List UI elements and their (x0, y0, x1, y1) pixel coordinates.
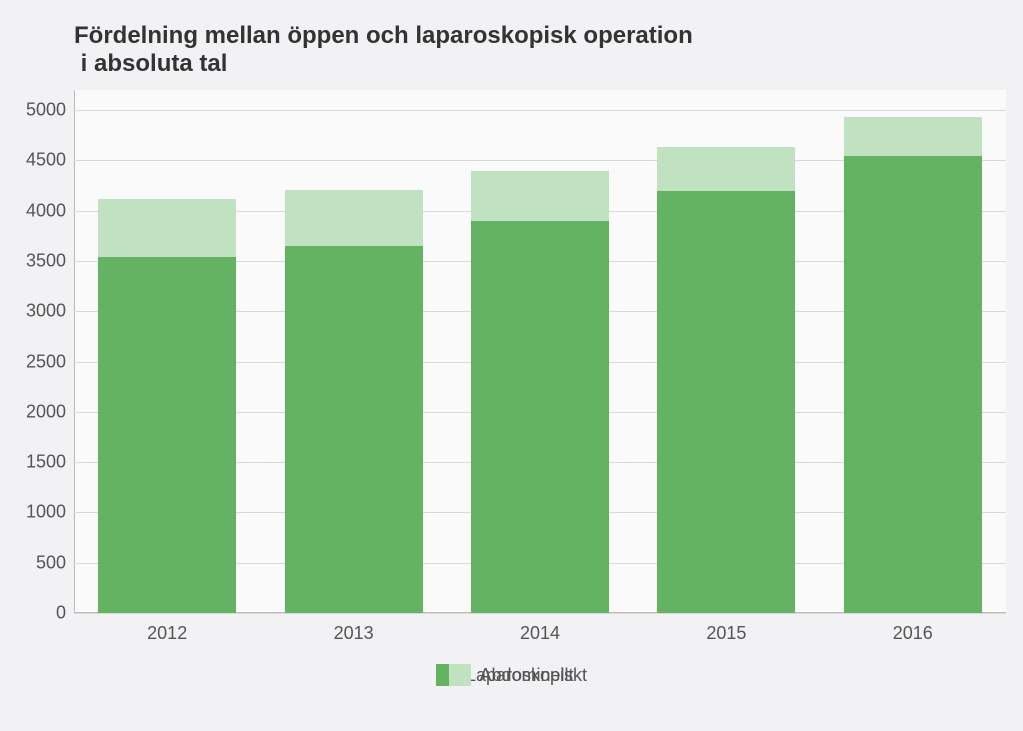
plot-area: 0500100015002000250030003500400045005000… (74, 90, 1006, 613)
bar-segment-laparoskopiskt (471, 221, 609, 613)
y-axis-line (74, 90, 75, 613)
bar-group (844, 117, 982, 613)
x-tick-label: 2016 (893, 613, 933, 644)
y-tick-label: 2500 (14, 351, 74, 372)
bar-segment-abdominellt (844, 117, 982, 156)
chart-container: Fördelning mellan öppen och laparoskopis… (0, 0, 1023, 731)
bar-segment-abdominellt (98, 199, 236, 257)
y-tick-label: 1500 (14, 452, 74, 473)
bar-group (657, 147, 795, 613)
x-tick-label: 2015 (706, 613, 746, 644)
x-tick-label: 2014 (520, 613, 560, 644)
bar-segment-laparoskopiskt (285, 246, 423, 613)
x-tick-label: 2013 (334, 613, 374, 644)
bar-group (285, 190, 423, 613)
y-tick-label: 5000 (14, 100, 74, 121)
legend-swatch (449, 664, 471, 686)
gridline (74, 110, 1006, 111)
y-tick-label: 3500 (14, 250, 74, 271)
bar-group (471, 171, 609, 613)
legend-label: Abdominellt (479, 665, 573, 686)
legend-item: Abdominellt (449, 664, 573, 686)
y-tick-label: 500 (14, 552, 74, 573)
bar-group (98, 199, 236, 613)
bar-segment-abdominellt (471, 171, 609, 220)
y-tick-label: 3000 (14, 301, 74, 322)
bar-segment-laparoskopiskt (844, 156, 982, 613)
y-tick-label: 0 (14, 603, 74, 624)
y-tick-label: 1000 (14, 502, 74, 523)
chart-title: Fördelning mellan öppen och laparoskopis… (74, 22, 693, 78)
bar-segment-laparoskopiskt (657, 191, 795, 613)
x-tick-label: 2012 (147, 613, 187, 644)
y-tick-label: 4000 (14, 200, 74, 221)
bar-segment-abdominellt (285, 190, 423, 246)
y-tick-label: 4500 (14, 150, 74, 171)
bar-segment-laparoskopiskt (98, 257, 236, 613)
bar-segment-abdominellt (657, 147, 795, 190)
y-tick-label: 2000 (14, 401, 74, 422)
